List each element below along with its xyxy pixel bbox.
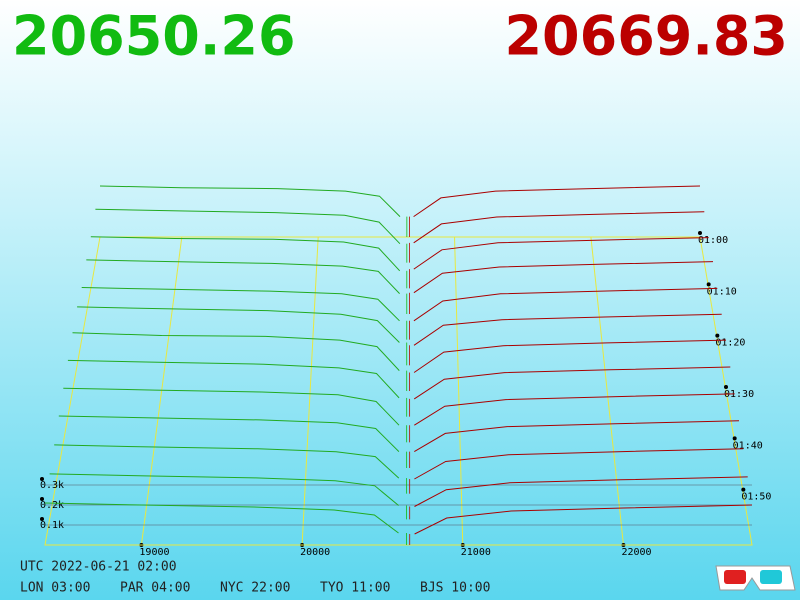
bids-depth-line [44,502,399,534]
asks-depth-line [413,261,714,294]
x-tick-label: 20000 [300,547,330,558]
y-tick-dot [40,497,44,501]
x-tick-label: 19000 [139,547,169,558]
grid-line [590,236,624,546]
grid-line [454,236,464,546]
grid-line [140,236,183,546]
asks-depth-line [414,420,740,453]
time-label: 01:30 [724,389,754,400]
time-label: 01:10 [707,286,737,297]
asks-depth-line [413,211,705,244]
asks-depth-line [414,393,735,426]
bids-depth-line [90,236,401,272]
y-tick-dot [40,517,44,521]
city-time: TYO 11:00 [320,581,390,596]
bids-depth-line [81,287,400,322]
x-tick-label: 22000 [621,547,651,558]
y-tick-label: 0.1k [40,520,64,531]
asks-depth-line [413,339,727,373]
time-dot [741,487,746,492]
bids-depth-line [67,359,400,399]
city-time: PAR 04:00 [120,581,190,596]
bids-depth-line [54,444,400,479]
asks-depth-line [413,366,731,400]
bids-depth-line [58,415,400,452]
bids-depth-line [95,208,401,245]
glasses-icon [715,565,796,591]
time-label: 01:20 [715,338,745,349]
grid-line [301,236,319,546]
y-tick-label: 0.3k [40,480,64,491]
asks-depth-line [413,287,718,322]
ask-price: 20669.83 [504,5,788,68]
time-dot [715,333,720,338]
city-time: LON 03:00 [20,581,90,596]
city-time: NYC 22:00 [220,581,290,596]
asks-depth-line [414,504,753,535]
time-label: 01:40 [733,440,763,451]
bids-depth-line [99,185,401,217]
time-label: 01:50 [741,492,771,503]
x-tick-label: 21000 [461,547,491,558]
utc-time: UTC 2022-06-21 02:00 [20,560,177,575]
asks-depth-line [413,185,701,218]
y-tick-label: 0.2k [40,500,64,511]
time-label: 01:00 [698,235,728,246]
time-dot [698,231,702,235]
bid-price: 20650.26 [12,5,296,68]
bids-depth-line [86,259,400,294]
asks-depth-line [414,476,748,507]
asks-depth-line [413,237,709,270]
floor-frame [44,236,753,546]
y-tick-dot [40,477,44,481]
bids-depth-line [77,306,400,343]
asks-depth-line [413,313,722,346]
bids-depth-line [72,332,400,371]
bids-depth-line [49,473,399,506]
asks-depth-line [414,448,744,480]
time-dot [732,436,737,441]
time-dot [724,385,728,389]
bids-depth-line [63,387,400,426]
time-dot [706,282,711,287]
city-time: BJS 10:00 [420,581,490,596]
